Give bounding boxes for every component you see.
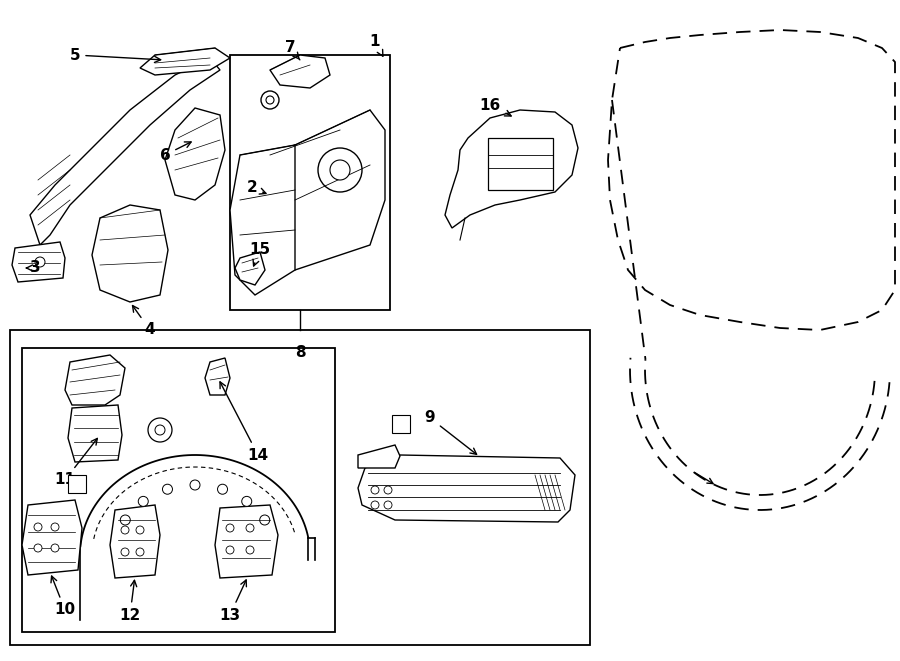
- Polygon shape: [65, 355, 125, 405]
- Polygon shape: [445, 110, 578, 228]
- Circle shape: [148, 418, 172, 442]
- Polygon shape: [205, 358, 230, 395]
- Circle shape: [34, 544, 42, 552]
- Circle shape: [136, 548, 144, 556]
- Circle shape: [371, 486, 379, 494]
- Circle shape: [139, 496, 148, 506]
- Circle shape: [318, 148, 362, 192]
- Text: 14: 14: [220, 382, 268, 463]
- Circle shape: [218, 485, 228, 494]
- Circle shape: [121, 548, 129, 556]
- Polygon shape: [12, 242, 65, 282]
- Circle shape: [260, 515, 270, 525]
- Bar: [68, 475, 86, 493]
- Circle shape: [384, 501, 392, 509]
- Polygon shape: [215, 505, 278, 578]
- Circle shape: [226, 524, 234, 532]
- Polygon shape: [30, 58, 220, 245]
- Polygon shape: [358, 455, 575, 522]
- Polygon shape: [140, 48, 230, 75]
- Circle shape: [51, 544, 59, 552]
- Circle shape: [261, 91, 279, 109]
- Polygon shape: [110, 505, 160, 578]
- Bar: [22, 348, 335, 632]
- Text: 3: 3: [26, 260, 40, 276]
- Circle shape: [266, 96, 274, 104]
- Polygon shape: [22, 500, 82, 575]
- Text: 11: 11: [55, 438, 97, 488]
- Circle shape: [226, 546, 234, 554]
- Text: 5: 5: [69, 48, 161, 63]
- Polygon shape: [358, 445, 400, 468]
- Text: 4: 4: [132, 305, 156, 338]
- Text: 7: 7: [284, 40, 300, 60]
- Text: 10: 10: [51, 576, 76, 617]
- Circle shape: [190, 480, 200, 490]
- Circle shape: [155, 425, 165, 435]
- Polygon shape: [68, 405, 122, 462]
- Text: 16: 16: [480, 98, 511, 116]
- Circle shape: [34, 523, 42, 531]
- Text: 9: 9: [425, 410, 477, 454]
- Circle shape: [121, 515, 130, 525]
- Text: 2: 2: [247, 180, 266, 196]
- Bar: [488, 138, 553, 190]
- Polygon shape: [255, 110, 385, 270]
- Circle shape: [35, 257, 45, 267]
- Text: 8: 8: [294, 345, 305, 360]
- Bar: [10, 330, 590, 645]
- Circle shape: [330, 160, 350, 180]
- Text: 15: 15: [249, 243, 271, 266]
- Bar: [230, 55, 390, 310]
- Circle shape: [246, 524, 254, 532]
- Polygon shape: [270, 55, 330, 88]
- Polygon shape: [92, 205, 168, 302]
- Text: 12: 12: [120, 580, 140, 623]
- Text: 13: 13: [220, 580, 247, 623]
- Circle shape: [51, 523, 59, 531]
- Text: 6: 6: [159, 142, 191, 163]
- Circle shape: [242, 496, 252, 506]
- Circle shape: [136, 526, 144, 534]
- Circle shape: [121, 526, 129, 534]
- Polygon shape: [235, 252, 265, 285]
- Circle shape: [246, 546, 254, 554]
- Text: 1: 1: [370, 34, 382, 56]
- Polygon shape: [165, 108, 225, 200]
- Polygon shape: [230, 145, 295, 295]
- Circle shape: [384, 486, 392, 494]
- Circle shape: [163, 485, 173, 494]
- Circle shape: [371, 501, 379, 509]
- Bar: [392, 415, 410, 433]
